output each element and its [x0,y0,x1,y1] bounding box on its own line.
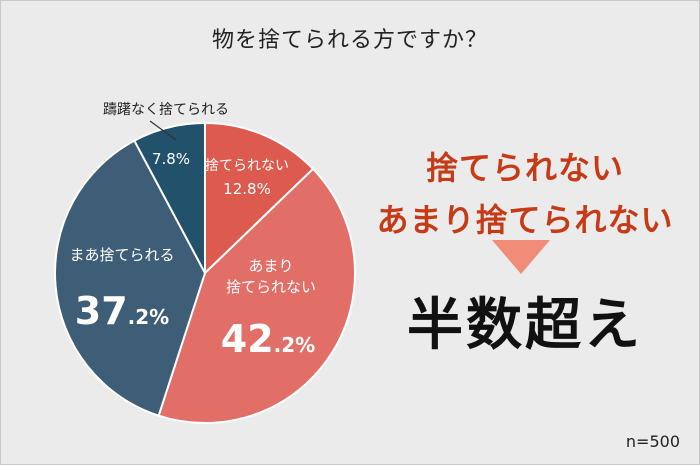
headline-line-1: 捨てられない [425,149,624,187]
slice-value-cannot-throw: 12.8% [223,180,271,198]
pie-slice-rarely-throw [157,167,356,424]
slice-label-cannot-throw: 捨てられない [205,157,289,174]
slice-label-line-2: 捨てられない [226,278,316,296]
pie-slices [54,121,356,424]
slice-value-rarely-throw-sub: .2% [274,333,316,357]
callout-line [149,120,177,141]
conclusion-text: 半数超え [407,293,643,358]
slice-label-rarely-throw: あまり捨てられない [226,257,316,296]
slice-value-mostly-can-sub: .2% [128,305,170,329]
slice-value-mostly-can-main: 37 [75,289,128,333]
slice-label-mostly-can: まあ捨てられる [69,246,174,264]
arrow-down-icon [492,240,550,274]
pie-slice-easily-throw [133,121,206,274]
slice-value-rarely-throw: 42.2% [221,317,315,361]
slice-value-rarely-throw-main: 42 [221,317,274,361]
slice-value-easily-throw: 7.8% [152,150,190,168]
page-title: 物を捨てられる方ですか？ [211,28,488,53]
sample-size: n=500 [625,432,680,451]
headline: 捨てられない あまり捨てられない [360,142,690,246]
headline-line-2: あまり捨てられない [376,201,674,239]
slice-label-line-1: あまり [248,257,293,275]
slice-value-mostly-can: 37.2% [75,289,169,333]
callout-label-easily-throw: 躊躇なく捨てられる [103,101,229,118]
pie-slice-cannot-throw [204,121,315,276]
pie-slice-mostly-can [54,139,207,417]
